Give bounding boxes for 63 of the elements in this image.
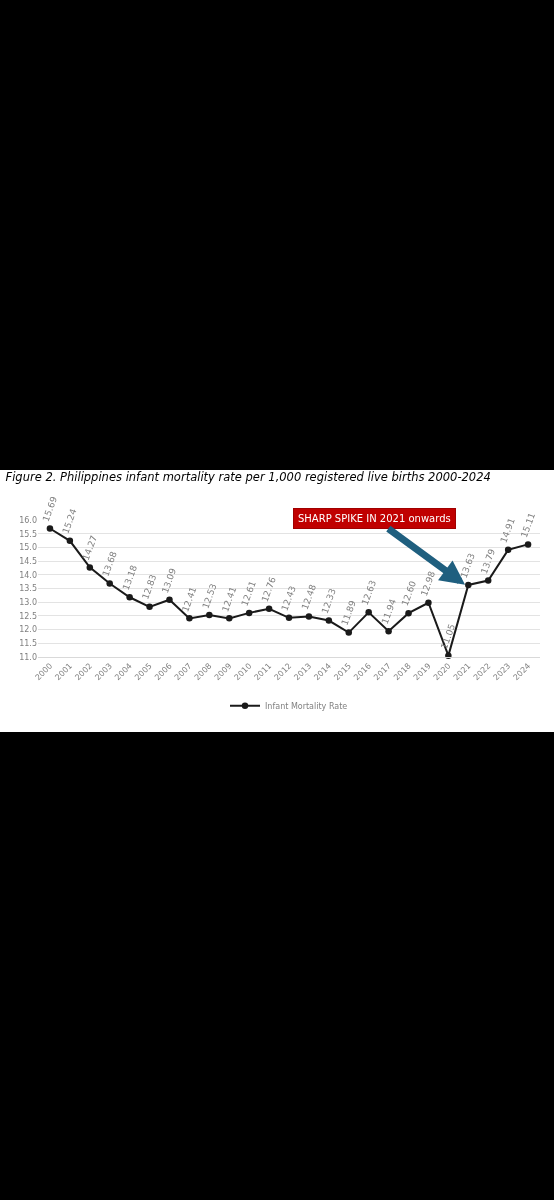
data-label: 14.91 (498, 516, 517, 545)
point (425, 599, 432, 606)
point (86, 564, 94, 571)
point (524, 541, 532, 548)
data-label: 15.24 (60, 507, 79, 536)
data-label: 12.53 (200, 582, 219, 610)
y-tick-label: 12.0 (19, 625, 37, 635)
y-tick-label: 12.5 (19, 611, 37, 621)
point (186, 615, 193, 622)
data-label: 13.09 (159, 566, 179, 595)
legend-label: Infant Mortality Rate (265, 701, 348, 711)
data-label: 14.27 (80, 534, 100, 562)
y-tick-label: 15.5 (19, 529, 37, 539)
point (504, 546, 512, 554)
data-label: 11.94 (379, 597, 399, 626)
data-label: 11.05 (438, 622, 458, 651)
data-label: 12.60 (399, 579, 419, 608)
annotation: SHARP SPIKE IN 2021 onwards (298, 513, 451, 524)
y-tick-label: 13.5 (19, 584, 37, 594)
point (385, 627, 392, 635)
y-tick-label: 13.0 (19, 598, 37, 607)
chart-title: Figure 2. Philippines infant mortality rate per 1,000 registered live births 2000-2024 (5, 469, 491, 484)
data-label: 12.83 (140, 573, 159, 601)
point (146, 603, 153, 611)
point (365, 609, 372, 616)
point (106, 580, 113, 587)
data-label: 15.11 (518, 511, 538, 539)
data-label: 12.61 (239, 579, 258, 608)
point (265, 605, 273, 613)
data-label: 12.41 (220, 585, 239, 614)
point (405, 609, 412, 617)
point (126, 594, 133, 601)
y-tick-label: 15.0 (19, 543, 37, 553)
point (484, 577, 492, 584)
point (345, 629, 353, 636)
point (465, 581, 472, 589)
data-label: 15.69 (40, 494, 60, 523)
data-label: 13.63 (458, 551, 477, 580)
y-tick-label: 11.0 (19, 652, 37, 662)
point (166, 596, 173, 603)
y-tick-label: 14.0 (19, 570, 37, 580)
data-label: 12.33 (319, 587, 338, 615)
data-label: 13.79 (478, 547, 498, 576)
point (66, 537, 74, 545)
point (285, 614, 293, 622)
data-label: 12.76 (259, 575, 278, 604)
data-label: 12.41 (180, 585, 199, 614)
data-label: 12.98 (418, 569, 438, 598)
y-tick-label: 14.5 (19, 556, 37, 566)
y-tick-label: 16.0 (19, 515, 37, 525)
point (46, 525, 54, 532)
data-label: 13.18 (120, 563, 140, 592)
data-label: 12.43 (279, 584, 298, 613)
data-label: 13.68 (100, 549, 119, 578)
y-tick-label: 11.5 (19, 639, 37, 649)
point (206, 611, 213, 619)
data-label: 12.63 (359, 578, 378, 607)
point (225, 615, 233, 622)
point (305, 613, 313, 620)
point (245, 609, 253, 617)
data-label: 11.89 (339, 598, 358, 627)
point (325, 617, 333, 624)
data-label: 12.48 (299, 582, 319, 611)
